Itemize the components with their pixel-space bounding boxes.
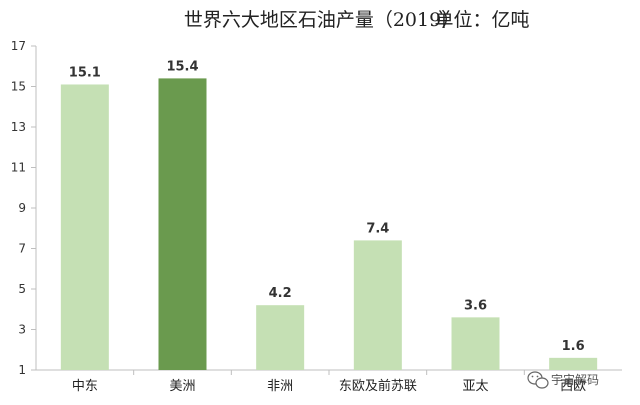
- y-tick-label: 5: [18, 282, 26, 296]
- value-label: 15.1: [69, 65, 101, 80]
- value-label: 1.6: [562, 339, 585, 354]
- watermark: 宇宙解码: [527, 371, 599, 389]
- bar: [60, 84, 109, 370]
- bar: [256, 305, 305, 370]
- bar: [353, 240, 402, 370]
- y-tick-label: 1: [18, 363, 26, 377]
- y-tick-label: 17: [11, 39, 26, 53]
- y-tick-label: 13: [11, 120, 26, 134]
- x-axis-labels: 中东 美洲 非洲 东欧及前苏联 亚太 西欧: [72, 370, 586, 394]
- x-category-label: 美洲: [169, 379, 195, 394]
- y-tick-label: 7: [18, 242, 26, 256]
- bars: [60, 78, 598, 371]
- y-tick-label: 9: [18, 201, 26, 215]
- x-category-label: 中东: [72, 379, 98, 394]
- value-labels: 15.1 15.4 4.2 7.4 3.6 1.6: [69, 59, 585, 353]
- x-category-label: 东欧及前苏联: [339, 378, 417, 394]
- y-tick-label: 15: [11, 80, 26, 94]
- y-tick-label: 3: [18, 323, 26, 337]
- x-category-label: 西欧: [560, 379, 586, 394]
- bar: [549, 357, 598, 370]
- bar: [158, 78, 207, 371]
- x-category-label: 亚太: [462, 379, 488, 394]
- axes: [35, 46, 622, 371]
- wechat-icon: [527, 371, 549, 389]
- y-tick-label: 11: [11, 161, 26, 175]
- value-label: 7.4: [366, 221, 389, 236]
- watermark-text: 宇宙解码: [551, 372, 599, 387]
- value-label: 15.4: [166, 59, 198, 74]
- value-label: 4.2: [269, 286, 292, 301]
- chart-subtitle: 单位：亿吨: [434, 9, 529, 31]
- bar: [451, 317, 500, 370]
- value-label: 3.6: [464, 298, 487, 313]
- chart-title: 世界六大地区石油产量（2019）: [184, 9, 460, 31]
- x-category-label: 非洲: [267, 379, 293, 394]
